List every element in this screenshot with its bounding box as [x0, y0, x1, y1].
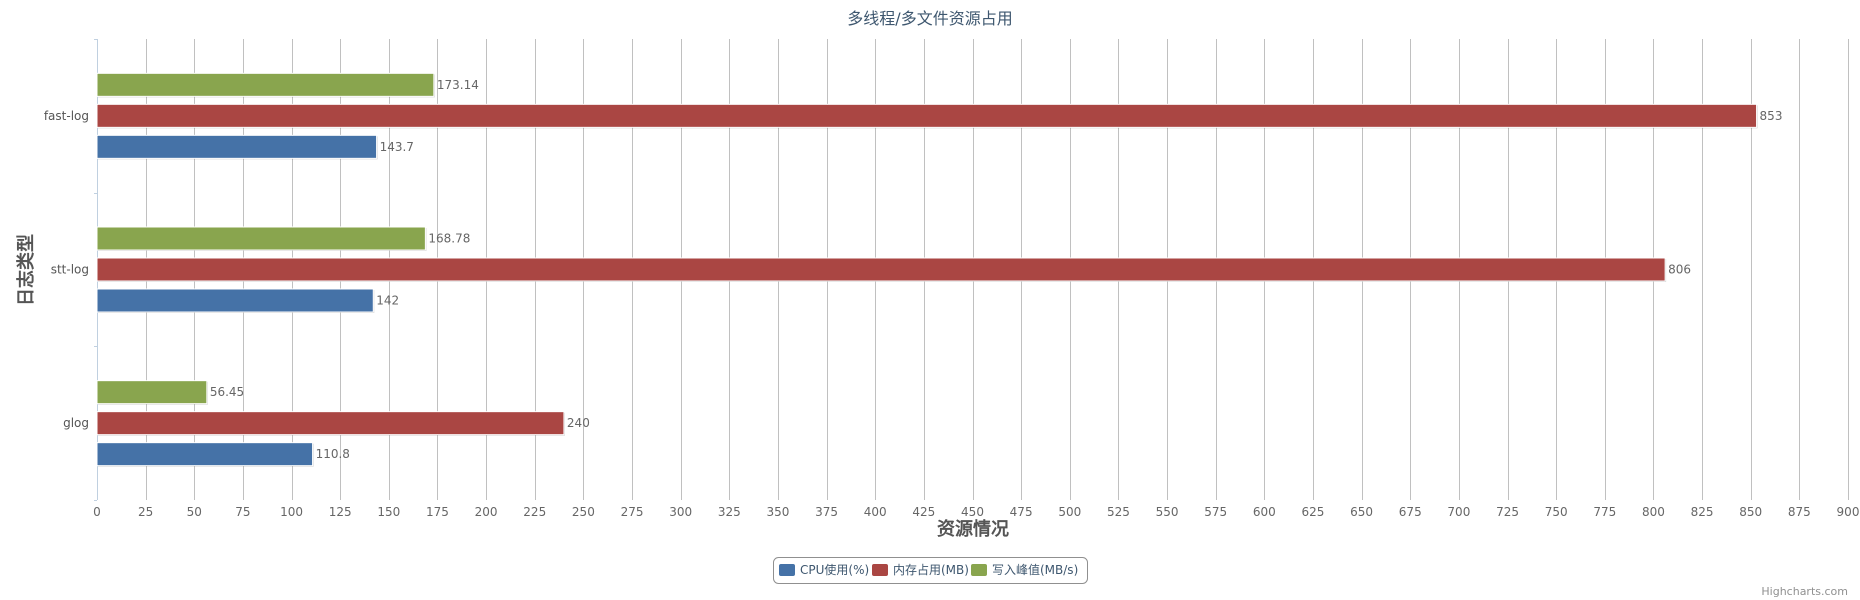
x-tick-label: 525	[1107, 505, 1130, 519]
data-label: 142	[376, 294, 399, 308]
x-tick-label: 300	[669, 505, 692, 519]
x-tick-label: 900	[1837, 505, 1860, 519]
bar	[96, 72, 435, 97]
bar	[96, 134, 378, 159]
legend-label[interactable]: 内存占用(MB)	[893, 562, 969, 577]
value-axis-title: 资源情况	[937, 518, 1009, 540]
x-tick-label: 675	[1399, 505, 1422, 519]
x-tick-label: 0	[93, 505, 101, 519]
bars-layer	[96, 72, 1758, 467]
x-tick-label: 25	[138, 505, 153, 519]
data-label: 806	[1668, 263, 1691, 277]
x-tick-label: 875	[1788, 505, 1811, 519]
data-label: 853	[1760, 109, 1783, 123]
bar	[96, 380, 208, 405]
chart-title: 多线程/多文件资源占用	[847, 9, 1012, 28]
legend: CPU使用(%) 内存占用(MB) 写入峰值(MB/s)	[773, 557, 1088, 584]
legend-symbol	[971, 564, 987, 576]
data-label: 56.45	[210, 385, 244, 399]
category-label: glog	[63, 416, 89, 430]
x-tick-label: 200	[475, 505, 498, 519]
data-label: 173.14	[437, 78, 479, 92]
x-tick-label: 325	[718, 505, 741, 519]
bar	[96, 103, 1758, 128]
x-tick-label: 175	[426, 505, 449, 519]
x-tick-label: 225	[523, 505, 546, 519]
x-tick-label: 100	[280, 505, 303, 519]
bar	[96, 257, 1666, 282]
legend-label[interactable]: CPU使用(%)	[800, 562, 869, 577]
x-tick-label: 50	[187, 505, 202, 519]
data-label: 168.78	[428, 232, 470, 246]
x-tick-label: 825	[1691, 505, 1714, 519]
legend-box	[773, 557, 1088, 584]
x-tick-label: 275	[621, 505, 644, 519]
legend-symbol	[872, 564, 888, 576]
x-tick-label: 475	[1010, 505, 1033, 519]
bar	[96, 411, 565, 436]
data-label: 143.7	[380, 140, 414, 154]
legend-item[interactable]: CPU使用(%)	[779, 562, 869, 577]
category-label: fast-log	[44, 109, 89, 123]
axis-layer: 0 25 50 75 100 125 150 175 200 225 250 275 300 325 350…	[44, 39, 1860, 519]
x-tick-label: 75	[235, 505, 250, 519]
legend-symbol	[779, 564, 795, 576]
x-tick-label: 425	[912, 505, 935, 519]
x-tick-label: 575	[1204, 505, 1227, 519]
x-tick-label: 850	[1739, 505, 1762, 519]
bar	[96, 442, 314, 467]
x-tick-label: 250	[572, 505, 595, 519]
x-tick-label: 125	[329, 505, 352, 519]
bar	[96, 226, 426, 251]
x-tick-label: 375	[815, 505, 838, 519]
data-labels-layer: 173.14 853 143.7 168.78 806 142 56.45 240 110.8	[210, 78, 1783, 461]
x-tick-label: 500	[1058, 505, 1081, 519]
credits-link[interactable]: Highcharts.com	[1761, 585, 1848, 598]
bar	[96, 288, 374, 313]
x-tick-label: 650	[1350, 505, 1373, 519]
data-label: 110.8	[316, 447, 350, 461]
x-tick-label: 350	[766, 505, 789, 519]
x-tick-label: 700	[1447, 505, 1470, 519]
x-tick-label: 625	[1302, 505, 1325, 519]
legend-label[interactable]: 写入峰值(MB/s)	[992, 562, 1078, 577]
x-tick-label: 725	[1496, 505, 1519, 519]
x-tick-label: 750	[1545, 505, 1568, 519]
category-axis-title: 日志类型	[15, 234, 37, 306]
x-tick-label: 600	[1253, 505, 1276, 519]
x-tick-label: 150	[377, 505, 400, 519]
x-tick-label: 400	[864, 505, 887, 519]
x-tick-label: 550	[1156, 505, 1179, 519]
x-tick-label: 775	[1593, 505, 1616, 519]
x-tick-label: 450	[961, 505, 984, 519]
data-label: 240	[567, 416, 590, 430]
legend-item[interactable]: 写入峰值(MB/s)	[971, 562, 1078, 577]
x-tick-label: 800	[1642, 505, 1665, 519]
legend-item[interactable]: 内存占用(MB)	[872, 562, 969, 577]
category-label: stt-log	[51, 263, 89, 277]
